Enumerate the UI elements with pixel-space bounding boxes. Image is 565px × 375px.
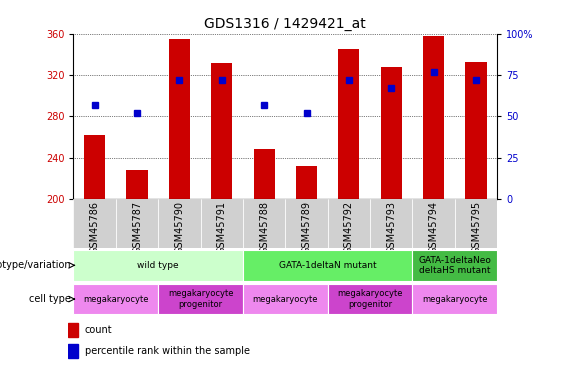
Bar xyxy=(412,199,455,248)
Title: GDS1316 / 1429421_at: GDS1316 / 1429421_at xyxy=(205,17,366,32)
Text: count: count xyxy=(85,325,112,335)
Text: GSM45793: GSM45793 xyxy=(386,201,396,254)
Bar xyxy=(338,49,359,199)
Text: wild type: wild type xyxy=(137,261,179,270)
Bar xyxy=(158,284,243,314)
Text: GATA-1deltaN mutant: GATA-1deltaN mutant xyxy=(279,261,376,270)
Text: GSM45790: GSM45790 xyxy=(175,201,184,254)
Text: GSM45792: GSM45792 xyxy=(344,201,354,254)
Text: GSM45795: GSM45795 xyxy=(471,201,481,254)
Text: megakaryocyte: megakaryocyte xyxy=(253,295,318,304)
Text: GATA-1deltaNeo
deltaHS mutant: GATA-1deltaNeo deltaHS mutant xyxy=(419,256,491,275)
Text: GSM45789: GSM45789 xyxy=(302,201,311,254)
Bar xyxy=(455,199,497,248)
Bar xyxy=(296,166,317,199)
Bar xyxy=(127,170,147,199)
Bar xyxy=(73,250,243,280)
Text: GSM45787: GSM45787 xyxy=(132,201,142,254)
Bar xyxy=(116,199,158,248)
Text: megakaryocyte
progenitor: megakaryocyte progenitor xyxy=(337,290,403,309)
Bar xyxy=(73,199,116,248)
Bar xyxy=(412,250,497,280)
Bar xyxy=(243,250,412,280)
Bar xyxy=(211,63,232,199)
Bar xyxy=(412,284,497,314)
Bar xyxy=(254,149,275,199)
Bar xyxy=(381,67,402,199)
Bar xyxy=(158,199,201,248)
Bar xyxy=(285,199,328,248)
Bar xyxy=(68,344,79,358)
Text: megakaryocyte
progenitor: megakaryocyte progenitor xyxy=(168,290,233,309)
Text: GSM45788: GSM45788 xyxy=(259,201,269,254)
Bar xyxy=(68,323,79,338)
Text: GSM45786: GSM45786 xyxy=(90,201,99,254)
Text: percentile rank within the sample: percentile rank within the sample xyxy=(85,346,250,356)
Bar xyxy=(169,39,190,199)
Bar xyxy=(243,284,328,314)
Bar xyxy=(73,284,158,314)
Bar xyxy=(423,36,444,199)
Text: genotype/variation: genotype/variation xyxy=(0,260,71,270)
Text: GSM45791: GSM45791 xyxy=(217,201,227,254)
Bar xyxy=(201,199,243,248)
Bar xyxy=(370,199,412,248)
Bar xyxy=(328,284,412,314)
Bar xyxy=(84,135,105,199)
Bar xyxy=(243,199,285,248)
Bar xyxy=(328,199,370,248)
Text: megakaryocyte: megakaryocyte xyxy=(83,295,149,304)
Bar xyxy=(466,62,486,199)
Text: GSM45794: GSM45794 xyxy=(429,201,438,254)
Text: cell type: cell type xyxy=(29,294,71,304)
Text: megakaryocyte: megakaryocyte xyxy=(422,295,488,304)
